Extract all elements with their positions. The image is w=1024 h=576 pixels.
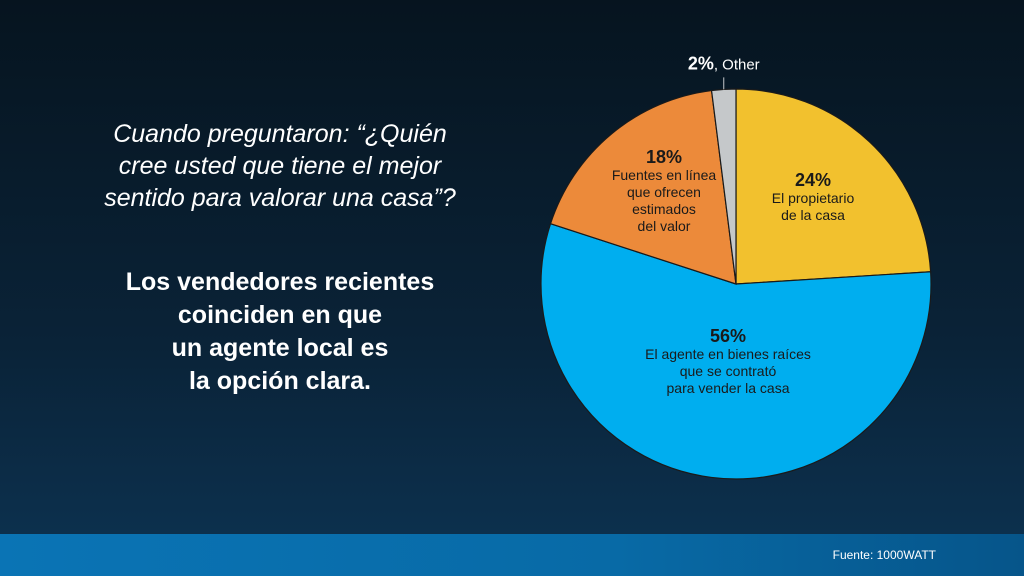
slice-label-line: El agente en bienes raíces bbox=[645, 346, 811, 362]
slice-label-line: que se contrató bbox=[680, 363, 777, 379]
slice-label: 2%, Other bbox=[688, 53, 760, 73]
answer-line: coinciden en que bbox=[177, 301, 383, 329]
question-line: Cuando preguntaron: “¿Quién bbox=[113, 120, 447, 148]
answer-line: la opción clara. bbox=[188, 367, 371, 395]
slice-label-line: del valor bbox=[638, 218, 691, 234]
slice-label-line: El propietario bbox=[772, 190, 855, 206]
slice-label-line: que ofrecen bbox=[627, 184, 701, 200]
slice-label-line: para vender la casa bbox=[667, 380, 790, 396]
answer-line: un agente local es bbox=[171, 334, 389, 362]
pie-slice bbox=[540, 222, 932, 480]
pie-slice bbox=[549, 89, 737, 285]
question-text: Cuando preguntaron: “¿Quién cree usted q… bbox=[60, 118, 500, 214]
question-line: sentido para valorar una casa”? bbox=[104, 184, 456, 212]
slice-percent: 56% bbox=[710, 326, 746, 346]
slice-label: 18% Fuentes en línea que ofrecen estimados d… bbox=[612, 147, 717, 234]
slice-percent: 18% bbox=[646, 147, 682, 167]
source-text: Fuente: 1000WATT bbox=[832, 548, 936, 562]
slice-label: 24% El propietario de la casa bbox=[772, 170, 855, 223]
slice-label-line: Fuentes en línea bbox=[612, 167, 717, 183]
question-line: cree usted que tiene el mejor bbox=[118, 152, 442, 180]
slice-label-line: de la casa bbox=[781, 207, 845, 223]
slice-label-line: , Other bbox=[714, 56, 760, 73]
slice-label: 56% El agente en bienes raíces que se cont… bbox=[645, 326, 811, 396]
answer-line: Los vendedores recientes bbox=[125, 268, 435, 296]
slice-percent: 24% bbox=[795, 170, 831, 190]
slice-percent: 2% bbox=[688, 53, 714, 73]
footer-bar: Fuente: 1000WATT bbox=[0, 534, 1024, 576]
pie-slice bbox=[735, 88, 932, 285]
slice-label-line: estimados bbox=[632, 201, 696, 217]
answer-text: Los vendedores recientes coinciden en qu… bbox=[60, 266, 500, 398]
